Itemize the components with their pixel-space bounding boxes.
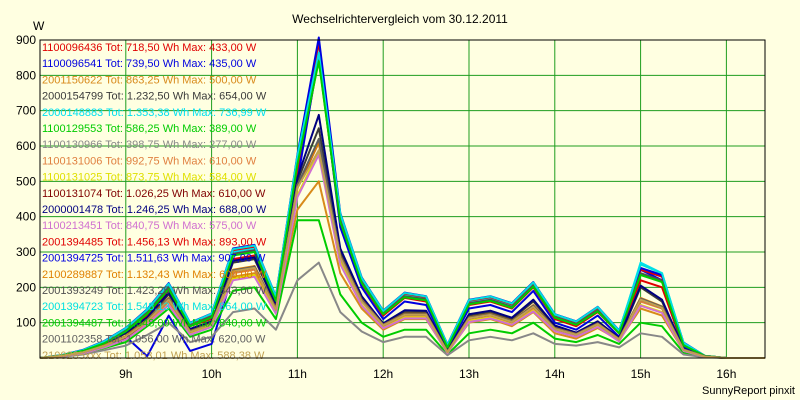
x-tick-label: 10h [202,367,222,381]
legend-entry-7: 1100130966 Tot: 398,75 Wh Max: 277,00 W [42,139,257,151]
legend-entry-5: 2000148883 Tot: 1.353,38 Wh Max: 736,99 … [42,107,267,119]
y-tick-label: 200 [16,280,36,294]
y-tick-label: 300 [16,245,36,259]
legend-entry-20: 2100285xxx Tot: 1.053,01 Wh Max: 588,38 … [42,350,265,362]
x-tick-label: 11h [288,367,307,381]
y-tick-label: 700 [16,104,36,118]
series-line-4 [39,127,765,359]
legend-entry-4: 2000154799 Tot: 1.232,50 Wh Max: 654,00 … [42,91,267,103]
legend-entry-18: 2001394487 Tot: 1.348,00 Wh Max: 840,00 … [42,317,267,329]
x-tick-label: 13h [459,367,479,381]
series-line-16 [39,59,765,359]
x-tick-label: 14h [545,367,565,381]
chart-title: Wechselrichtervergleich vom 30.12.2011 [292,12,508,26]
legend-entry-8: 1100131006 Tot: 992,75 Wh Max: 610,00 W [42,155,257,167]
y-tick-label: 400 [16,210,36,224]
x-tick-label: 15h [631,367,651,381]
legend-entry-1: 1100096436 Tot: 718,50 Wh Max: 433,00 W [42,42,257,54]
legend-entry-14: 2001394725 Tot: 1.511,63 Wh Max: 907,00 … [42,253,266,265]
x-tick-labels: 9h 10h 11h 12h 13h 14h 15h 16h [119,367,736,381]
legend-entry-2: 1100096541 Tot: 739,50 Wh Max: 435,00 W [42,58,257,70]
legend-entry-13: 2001394485 Tot: 1.456,13 Wh Max: 893,00 … [42,236,267,248]
y-tick-label: 500 [16,174,36,188]
series-line-7 [39,261,765,359]
x-tick-label: 12h [373,367,393,381]
y-tick-label: 100 [16,316,36,330]
y-tick-label: 900 [16,33,36,47]
series-line-12 [39,153,765,359]
series-line-18 [39,60,765,359]
y-axis-label: W [33,19,45,33]
series-line-11 [39,113,765,359]
legend-entry-19: 2001102358 Tot: 1.056,00 Wh Max: 620,00 … [42,334,266,346]
legend-entry-12: 1100213451 Tot: 840,75 Wh Max: 575,00 W [42,220,257,232]
series-line-2 [39,53,765,359]
legend-entry-11: 2000001478 Tot: 1.246,25 Wh Max: 688,00 … [42,204,267,216]
series-line-6 [39,219,765,359]
x-tick-label: 16h [716,367,736,381]
legend-entry-10: 1100131074 Tot: 1.026,25 Wh Max: 610,00 … [42,188,266,200]
legend-entry-16: 2001393249 Tot: 1.423,25 Wh Max: 843,00 … [42,285,267,297]
y-tick-labels: 100 200 300 400 500 600 700 800 900 [16,33,36,330]
legend-entry-15: 2100289887 Tot: 1.132,43 Wh Max: 609,00 … [42,269,267,281]
legend-entry-9: 1100131025 Tot: 873,75 Wh Max: 584,00 W [42,172,257,184]
legend-entry-6: 1100129553 Tot: 586,25 Wh Max: 389,00 W [42,123,257,135]
legend-entry-3: 2001150622 Tot: 863,25 Wh Max: 500,00 W [42,74,257,86]
x-tick-label: 9h [119,367,132,381]
legend-entry-17: 2001394723 Tot: 1.548,13 Wh Max: 864,00 … [42,301,267,313]
legend: 1100096436 Tot: 718,50 Wh Max: 433,00 W 1… [42,42,267,362]
series-lines [39,36,765,359]
plot-frame [39,39,766,359]
y-tick-label: 600 [16,139,36,153]
series-line-20 [39,149,765,359]
y-tick-label: 800 [16,68,36,82]
series-line-17 [39,51,765,359]
footer-credit: SunnyReport pinxit [702,385,795,397]
